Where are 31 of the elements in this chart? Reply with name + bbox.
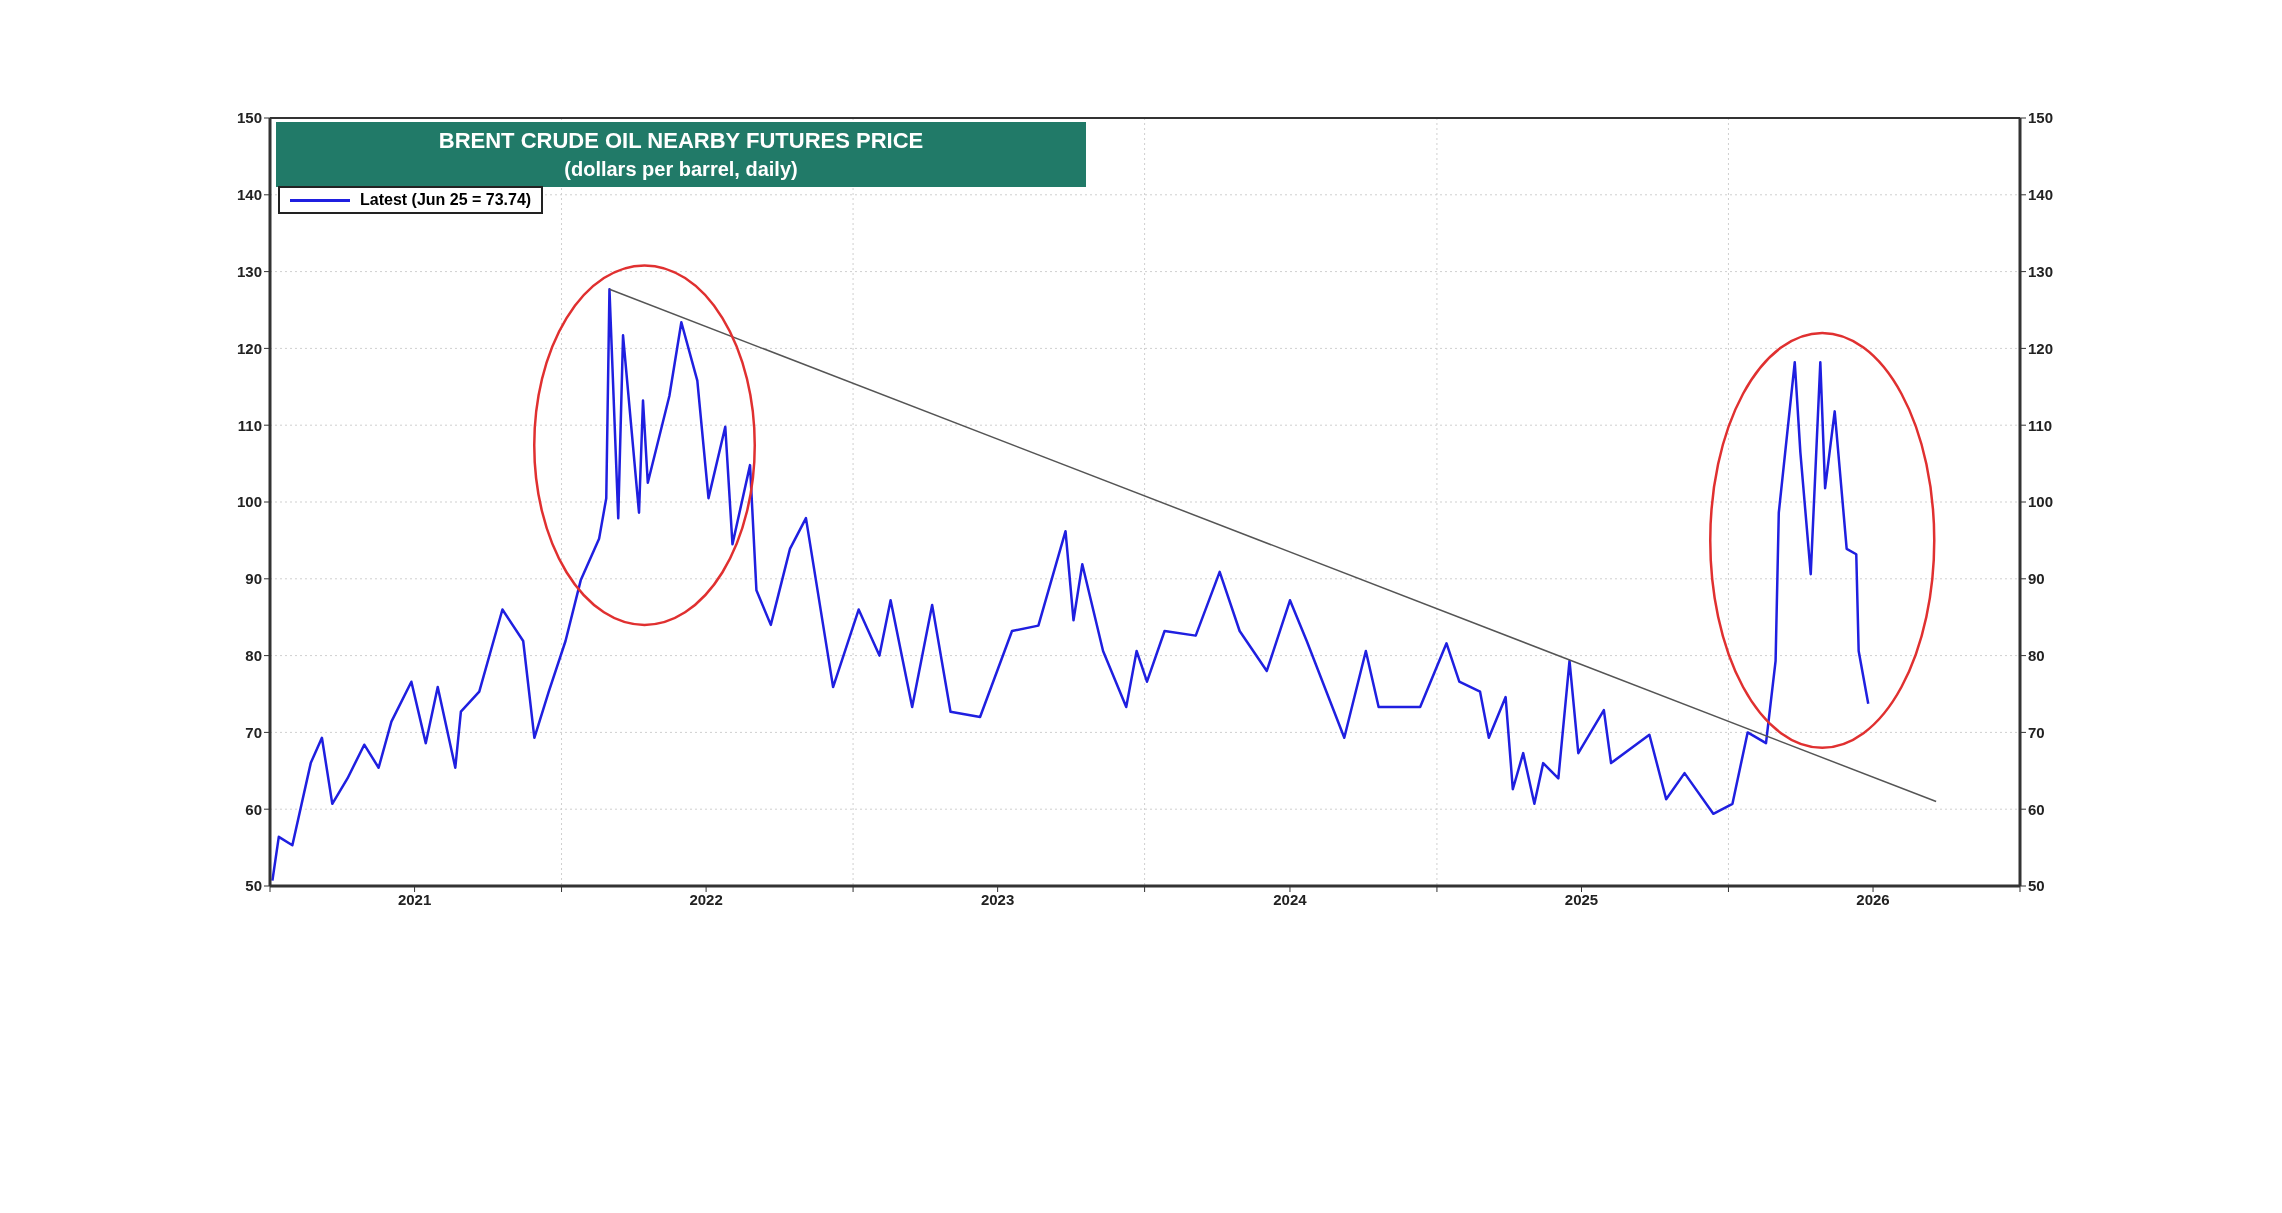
y2-tick-label: 110 xyxy=(2028,416,2053,434)
y2-tick-label: 90 xyxy=(2028,570,2045,588)
y2-tick-label: 60 xyxy=(2028,800,2045,818)
y-tick-label: 110 xyxy=(237,416,262,434)
y-tick-label: 140 xyxy=(236,186,262,204)
x-tick-label: 2026 xyxy=(1856,890,1890,908)
y-tick-label: 100 xyxy=(236,493,262,511)
y2-tick-label: 120 xyxy=(2028,339,2054,357)
y2-tick-label: 100 xyxy=(2028,493,2054,511)
y-tick-label: 130 xyxy=(236,262,262,280)
x-tick-label: 2021 xyxy=(397,890,432,908)
x-tick-label: 2025 xyxy=(1564,890,1599,908)
y2-tick-label: 50 xyxy=(2028,877,2045,895)
x-tick-label: 2023 xyxy=(980,890,1015,908)
y2-tick-label: 140 xyxy=(2028,186,2054,204)
y-tick-label: 150 xyxy=(236,109,262,127)
y-tick-label: 120 xyxy=(236,339,262,357)
title-banner: BRENT CRUDE OIL NEARBY FUTURES PRICE (dollars per barrel, daily) xyxy=(276,122,1086,187)
y-tick-label: 50 xyxy=(245,877,262,895)
x-tick-label: 2022 xyxy=(689,890,723,908)
y-tick-label: 70 xyxy=(245,723,262,741)
y2-tick-label: 80 xyxy=(2028,646,2045,664)
x-tick-label: 2024 xyxy=(1273,890,1308,908)
line-series xyxy=(271,288,1870,882)
y2-tick-label: 150 xyxy=(2028,109,2054,127)
y-tick-label: 80 xyxy=(245,646,262,664)
y-tick-label: 60 xyxy=(245,800,262,818)
y2-tick-label: 130 xyxy=(2028,262,2054,280)
legend-label: Latest (Jun 25 = 73.74) xyxy=(360,191,532,209)
y2-tick-label: 70 xyxy=(2028,723,2045,741)
y-tick-label: 90 xyxy=(245,570,262,588)
